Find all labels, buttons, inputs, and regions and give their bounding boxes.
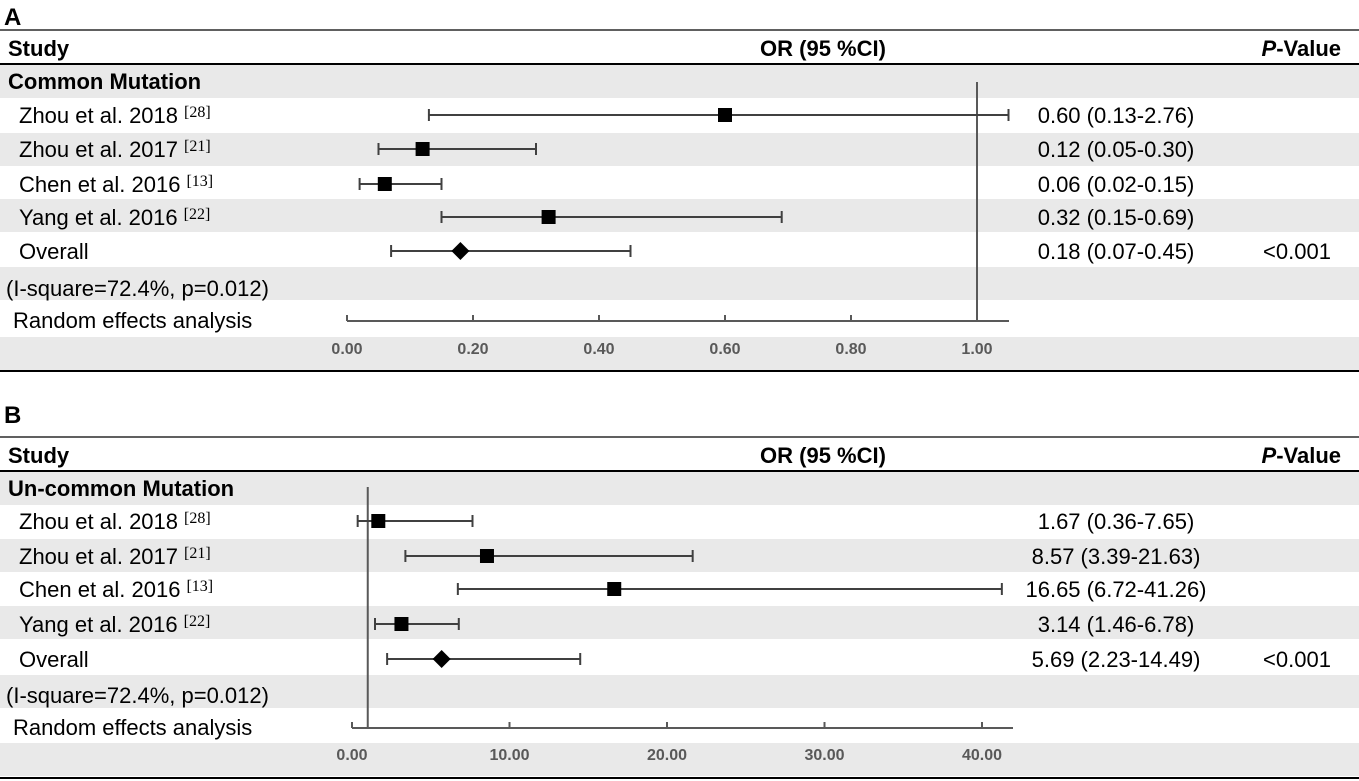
heterogeneity-text: (I-square=72.4%, p=0.012) (6, 276, 269, 301)
study-name-text: Yang et al. 2016 (19, 205, 178, 230)
or-ci-value: 1.67 (0.36-7.65) (1038, 509, 1195, 534)
point-estimate (541, 210, 556, 224)
point-estimate (718, 108, 732, 122)
row-stripe (0, 199, 1359, 232)
overall-label: Overall (19, 239, 89, 264)
header-p-italic: P (1262, 36, 1277, 61)
study-name-text: Zhou et al. 2018 (19, 103, 178, 128)
x-tick-label: 0.00 (331, 341, 362, 358)
header-or: OR (95 %CI) (760, 36, 886, 61)
row-stripe (0, 337, 1359, 370)
or-ci-value: 0.60 (0.13-2.76) (1038, 103, 1195, 128)
row-stripe (0, 267, 1359, 300)
study-name: Yang et al. 2016 [22] (19, 612, 210, 637)
x-tick-label: 1.00 (961, 341, 992, 358)
x-tick-label: 0.80 (835, 341, 866, 358)
header-study: Study (8, 443, 70, 468)
or-ci-value: 0.12 (0.05-0.30) (1038, 137, 1195, 162)
row-stripe (0, 743, 1359, 776)
header-or: OR (95 %CI) (760, 443, 886, 468)
header-study: Study (8, 36, 70, 61)
header-p-rest: -Value (1276, 36, 1341, 61)
point-estimate (371, 514, 386, 528)
panel-label: B (4, 402, 21, 429)
study-name: Chen et al. 2016 [13] (19, 577, 213, 602)
study-name-text: Chen et al. 2016 (19, 577, 180, 602)
x-tick-label: 0.00 (336, 747, 367, 764)
x-tick-label: 10.00 (489, 747, 529, 764)
row-stripe (0, 675, 1359, 708)
or-ci-value: 0.32 (0.15-0.69) (1038, 205, 1195, 230)
study-citation: [21] (184, 138, 211, 155)
study-name: Zhou et al. 2017 [21] (19, 137, 211, 162)
study-name-text: Chen et al. 2016 (19, 172, 180, 197)
study-citation: [21] (184, 545, 211, 562)
overall-label: Overall (19, 647, 89, 672)
header-p-rest: -Value (1276, 443, 1341, 468)
panel-label: A (4, 4, 21, 31)
overall-p-value: <0.001 (1263, 239, 1331, 264)
study-name: Zhou et al. 2018 [28] (19, 103, 211, 128)
forest-panel-b: B Study OR (95 %CI) P-Value Un-common Mutati… (0, 402, 1359, 779)
x-tick-label: 30.00 (804, 747, 844, 764)
or-ci-value: 3.14 (1.46-6.78) (1038, 612, 1195, 637)
row-stripe (0, 606, 1359, 639)
study-citation: [22] (184, 613, 211, 630)
overall-or-ci-value: 0.18 (0.07-0.45) (1038, 239, 1195, 264)
row-stripe (0, 472, 1359, 505)
group-label: Un-common Mutation (8, 476, 234, 501)
or-ci-value: 0.06 (0.02-0.15) (1038, 172, 1195, 197)
header-p-value: P-Value (1262, 36, 1342, 61)
study-name-text: Zhou et al. 2017 (19, 544, 178, 569)
overall-p-value: <0.001 (1263, 647, 1331, 672)
or-ci-value: 16.65 (6.72-41.26) (1025, 577, 1206, 602)
heterogeneity-text: (I-square=72.4%, p=0.012) (6, 683, 269, 708)
x-tick-label: 40.00 (962, 747, 1002, 764)
x-tick-label: 0.40 (583, 341, 614, 358)
header-p-italic: P (1262, 443, 1277, 468)
study-citation: [13] (186, 173, 213, 190)
forest-panel-a: A Study OR (95 %CI) P-Value Common Mutation 0… (0, 4, 1359, 372)
study-citation: [28] (184, 104, 211, 121)
study-name-text: Zhou et al. 2018 (19, 509, 178, 534)
overall-diamond (451, 242, 470, 260)
analysis-text: Random effects analysis (13, 715, 252, 740)
or-ci-value: 8.57 (3.39-21.63) (1032, 544, 1201, 569)
overall-diamond (432, 650, 451, 668)
row-stripe (0, 65, 1359, 98)
study-name-text: Yang et al. 2016 (19, 612, 178, 637)
point-estimate (479, 549, 494, 563)
x-tick-label: 20.00 (647, 747, 687, 764)
header-p-value: P-Value (1262, 443, 1342, 468)
study-citation: [22] (184, 206, 211, 223)
study-name: Zhou et al. 2018 [28] (19, 509, 211, 534)
point-estimate (415, 142, 430, 156)
overall-or-ci-value: 5.69 (2.23-14.49) (1032, 647, 1201, 672)
study-name-text: Zhou et al. 2017 (19, 137, 178, 162)
study-name: Chen et al. 2016 [13] (19, 172, 213, 197)
analysis-text: Random effects analysis (13, 308, 252, 333)
x-tick-label: 0.20 (457, 341, 488, 358)
study-citation: [28] (184, 510, 211, 527)
study-citation: [13] (186, 578, 213, 595)
point-estimate (394, 617, 409, 631)
study-name: Yang et al. 2016 [22] (19, 205, 210, 230)
point-estimate (607, 582, 622, 596)
row-stripe (0, 133, 1359, 166)
point-estimate (377, 177, 392, 191)
group-label: Common Mutation (8, 69, 201, 94)
x-tick-label: 0.60 (709, 341, 740, 358)
study-name: Zhou et al. 2017 [21] (19, 544, 211, 569)
